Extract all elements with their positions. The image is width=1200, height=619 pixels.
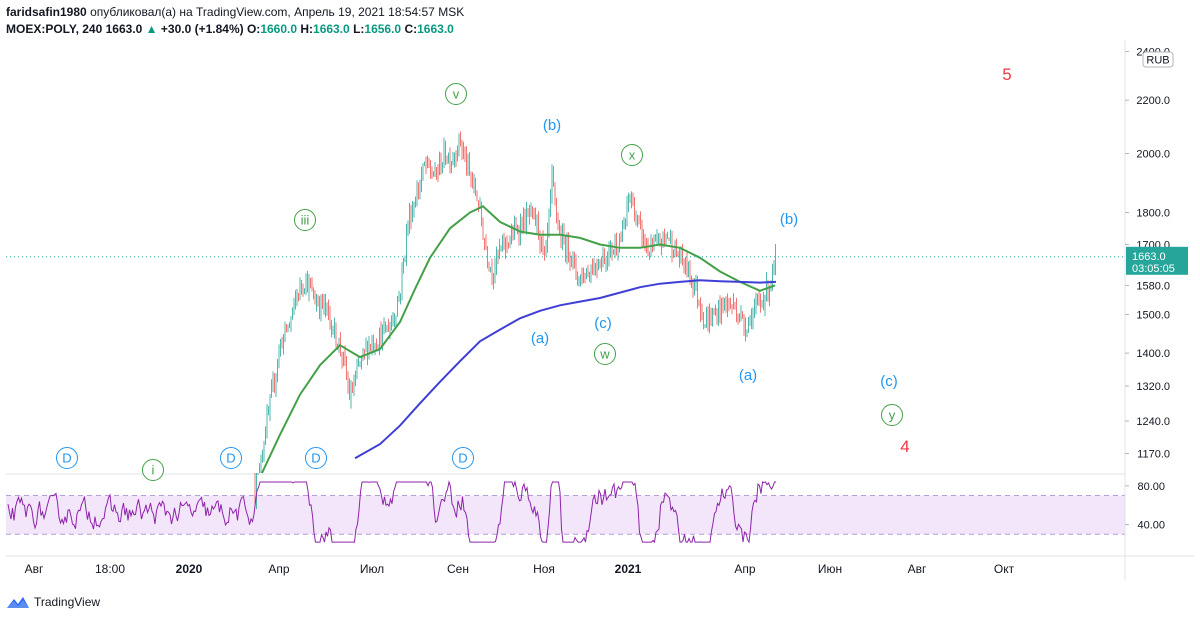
slow-moving-average-line (354, 279, 777, 460)
wave-label-blue-circled-circle (220, 447, 242, 469)
ohlc-open-value: 1660.0 (260, 22, 298, 36)
time-tick-label: Авг (908, 562, 927, 576)
wave-label-blue-circled: D (458, 451, 467, 466)
wave-label-blue-circled: D (311, 451, 320, 466)
price-tick-label: 1400.0 (1136, 348, 1170, 360)
wave-label-blue: (a) (739, 367, 757, 384)
chart-header: faridsafin1980 опубликовал(а) на Trading… (6, 4, 464, 38)
wave-label-green-circled: v (453, 87, 460, 102)
last-price: 1663.0 (105, 22, 143, 36)
wave-label-blue: (c) (594, 315, 612, 332)
wave-label-green-circled-circle (594, 343, 616, 365)
time-tick-label: Апр (734, 562, 756, 576)
wave-label-blue: (c) (880, 373, 898, 390)
price-tick-label: 1800.0 (1136, 208, 1170, 220)
price-change: +30.0 (+1.84%) (160, 22, 244, 36)
author-name[interactable]: faridsafin1980 (6, 5, 87, 19)
price-tick-label: 2200.0 (1136, 95, 1170, 107)
time-tick-label: Апр (268, 562, 290, 576)
wave-label-blue-circled: D (226, 451, 235, 466)
tradingview-brand: TradingView (34, 595, 101, 609)
publish-info: опубликовал(а) на TradingView.com, Апрел… (90, 5, 465, 19)
last-price-badge (1126, 246, 1188, 275)
ohlc-high-label: H: (300, 22, 314, 36)
wave-label-green-circled: y (889, 408, 896, 423)
time-tick-label: Ноя (533, 562, 555, 576)
price-tick-label: 1170.0 (1137, 449, 1170, 461)
time-tick-label: Окт (994, 562, 1015, 576)
wave-label-green-circled-circle (294, 209, 316, 231)
wave-label-green-circled-circle (621, 144, 643, 166)
symbol-line: MOEX:POLY, 240 1663.0 ▲ +30.0 (+1.84%) O… (6, 21, 464, 38)
ohlc-low-label: L: (353, 22, 365, 36)
ohlc-close-label: C: (404, 22, 418, 36)
last-price-label: 1663.0 (1132, 251, 1166, 263)
ohlc-close-value: 1663.0 (417, 22, 454, 36)
time-tick-label: 2021 (615, 562, 642, 576)
wave-label-green-circled-circle (142, 459, 164, 481)
time-tick-label: 18:00 (95, 562, 125, 576)
rsi-tick-label: 40.00 (1137, 520, 1165, 532)
price-tick-label: 1500.0 (1136, 310, 1170, 322)
wave-label-blue: (b) (543, 117, 561, 134)
ohlc-open-label: O: (246, 22, 261, 36)
price-tick-label: 1580.0 (1136, 280, 1170, 292)
tradingview-footer[interactable]: TradingView (6, 593, 100, 611)
wave-label-green-circled-circle (881, 404, 903, 426)
wave-label-blue: (a) (531, 330, 549, 347)
tradingview-logo-icon (7, 597, 29, 608)
wave-label-green-circled-circle (445, 83, 467, 105)
rsi-tick-label: 80.00 (1137, 481, 1165, 493)
wave-label-blue: (b) (780, 211, 798, 228)
time-tick-label: Авг (25, 562, 44, 576)
time-tick-label: 2020 (176, 562, 203, 576)
time-tick-label: Июл (360, 562, 384, 576)
price-tick-label: 1320.0 (1136, 381, 1170, 393)
fast-moving-average-line (261, 205, 776, 474)
wave-label-green-circled: iii (301, 213, 310, 228)
ohlc-low-value: 1656.0 (364, 22, 402, 36)
price-tick-label: 1240.0 (1136, 416, 1170, 428)
wave-label-blue-circled: D (62, 451, 71, 466)
wave-label-red: 5 (1002, 65, 1011, 84)
wave-label-blue-circled-circle (305, 447, 327, 469)
rsi-line (7, 480, 776, 544)
up-triangle-icon: ▲ (145, 22, 158, 36)
wave-label-green-circled: w (599, 347, 610, 362)
wave-label-green-circled: i (152, 463, 155, 478)
publish-line: faridsafin1980 опубликовал(а) на Trading… (6, 4, 464, 21)
time-tick-label: Июн (818, 562, 842, 576)
wave-label-green-circled: x (629, 148, 636, 163)
wave-label-blue-circled-circle (452, 447, 474, 469)
currency-badge[interactable] (1142, 51, 1174, 68)
time-tick-label: Сен (447, 562, 469, 576)
price-tick-label: 2000.0 (1136, 149, 1170, 161)
wave-label-red: 4 (900, 437, 909, 456)
wave-label-blue-circled-circle (56, 447, 78, 469)
currency-label: RUB (1146, 55, 1169, 67)
ohlc-high-value: 1663.0 (313, 22, 350, 36)
symbol-name[interactable]: MOEX:POLY, 240 (6, 22, 103, 36)
countdown-timer: 03:05:05 (1132, 263, 1175, 275)
